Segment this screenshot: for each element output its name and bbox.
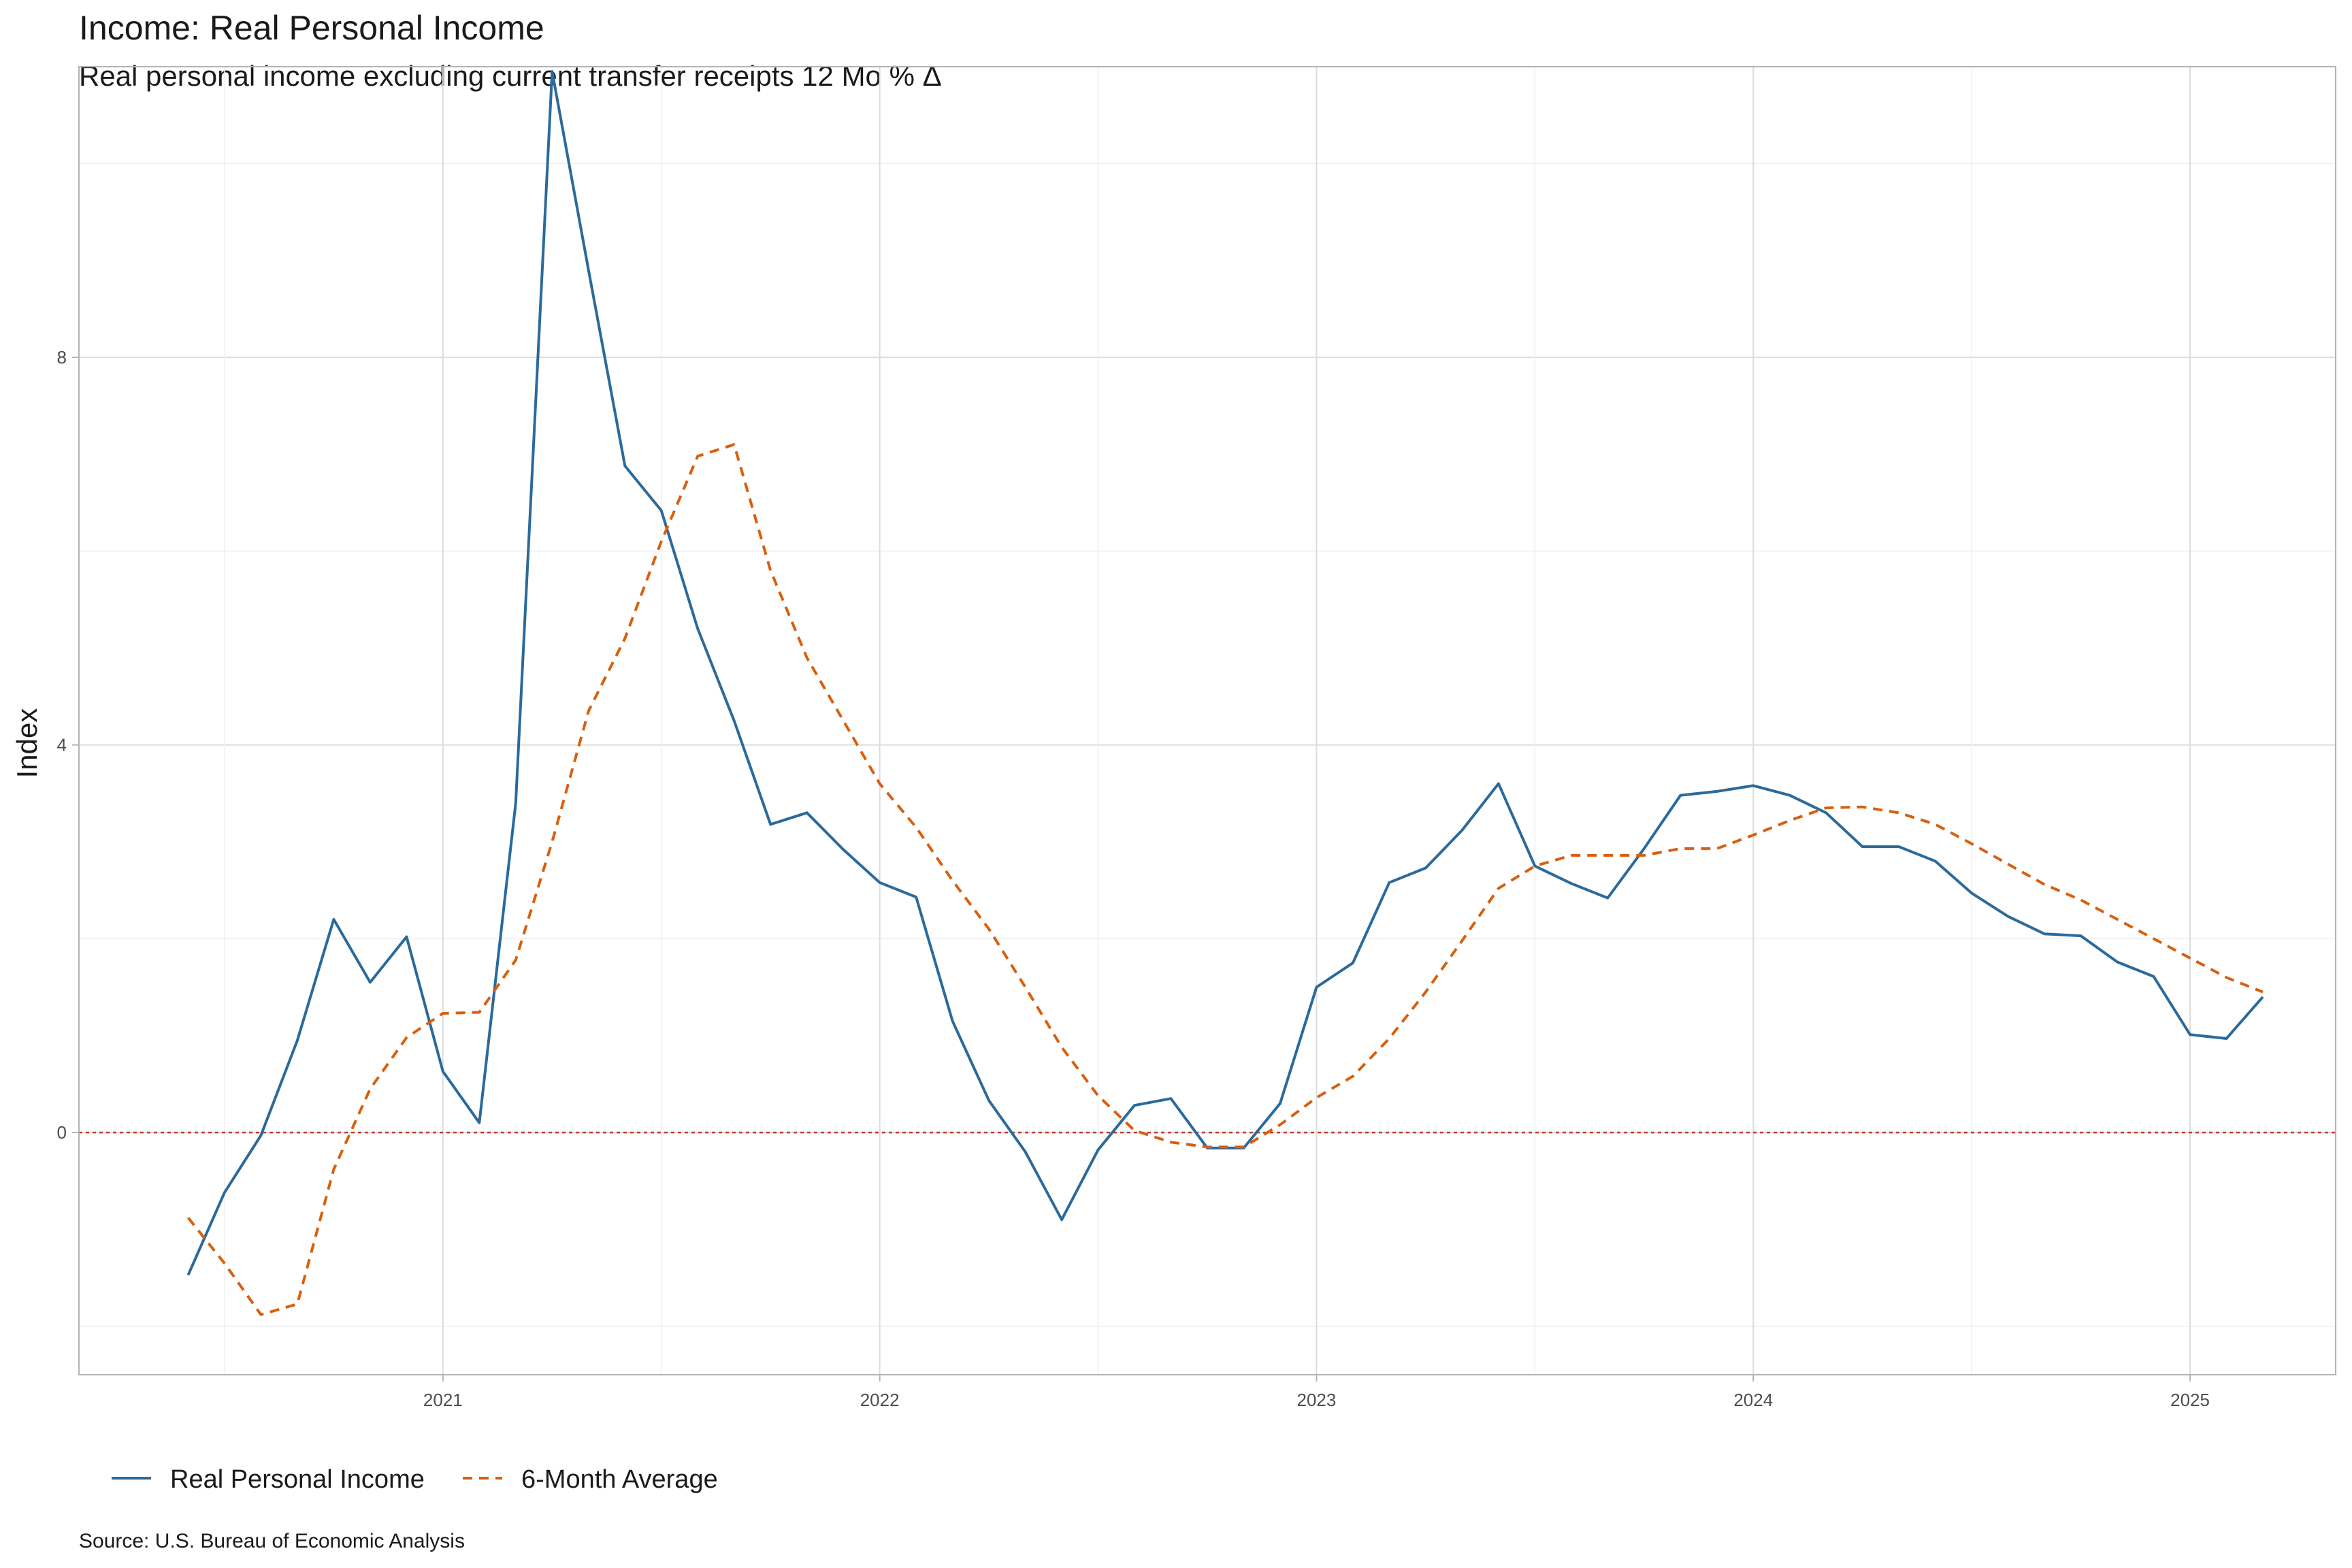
panel-border — [78, 66, 2336, 1375]
y-axis-label: Index — [11, 708, 43, 779]
y-tick-label: 8 — [57, 347, 67, 368]
legend-label-6-month-average: 6-Month Average — [521, 1465, 718, 1494]
x-tick-label: 2021 — [423, 1390, 463, 1410]
x-tick-label: 2023 — [1297, 1390, 1337, 1410]
legend-label-real-personal-income: Real Personal Income — [170, 1465, 425, 1494]
legend: Real Personal Income 6-Month Average — [112, 1465, 718, 1494]
series-line-real-personal-income — [186, 70, 2264, 1276]
x-tick-label: 2024 — [1733, 1390, 1773, 1410]
grid — [79, 67, 2336, 1375]
y-axis-ticks: 0 4 8 — [57, 347, 79, 1143]
series-lines — [186, 70, 2264, 1316]
chart-subtitle: Real personal income excluding current t… — [79, 60, 942, 92]
source-caption: Source: U.S. Bureau of Economic Analysis — [79, 1530, 465, 1552]
y-tick-label: 0 — [57, 1122, 67, 1143]
chart-title: Income: Real Personal Income — [79, 9, 544, 47]
y-tick-label: 4 — [57, 735, 67, 755]
x-tick-label: 2025 — [2170, 1390, 2210, 1410]
x-tick-label: 2022 — [860, 1390, 900, 1410]
x-axis-ticks: 2021 2022 2023 2024 2025 — [423, 1375, 2210, 1410]
series-line-6-month-average — [186, 443, 2264, 1316]
